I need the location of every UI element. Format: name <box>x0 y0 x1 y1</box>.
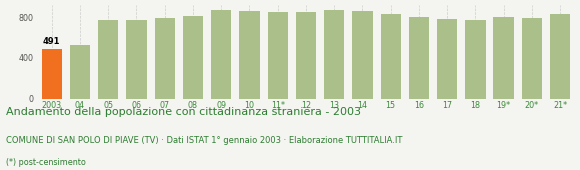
Text: Andamento della popolazione con cittadinanza straniera - 2003: Andamento della popolazione con cittadin… <box>6 107 361 117</box>
Bar <box>550 14 570 99</box>
Text: 491: 491 <box>43 37 60 46</box>
Bar <box>380 14 401 99</box>
Bar <box>70 45 90 99</box>
Bar <box>183 16 203 99</box>
Bar <box>437 19 458 99</box>
Bar <box>211 10 231 99</box>
Bar <box>154 18 175 99</box>
Bar <box>126 20 147 99</box>
Bar <box>98 20 118 99</box>
Bar <box>409 17 429 99</box>
Bar <box>267 12 288 99</box>
Bar <box>42 49 62 99</box>
Bar <box>240 11 260 99</box>
Text: (*) post-censimento: (*) post-censimento <box>6 158 86 167</box>
Text: COMUNE DI SAN POLO DI PIAVE (TV) · Dati ISTAT 1° gennaio 2003 · Elaborazione TUT: COMUNE DI SAN POLO DI PIAVE (TV) · Dati … <box>6 136 402 145</box>
Bar <box>465 20 485 99</box>
Bar <box>352 11 372 99</box>
Bar <box>296 12 316 99</box>
Bar <box>324 10 345 99</box>
Bar <box>494 17 514 99</box>
Bar <box>522 18 542 99</box>
